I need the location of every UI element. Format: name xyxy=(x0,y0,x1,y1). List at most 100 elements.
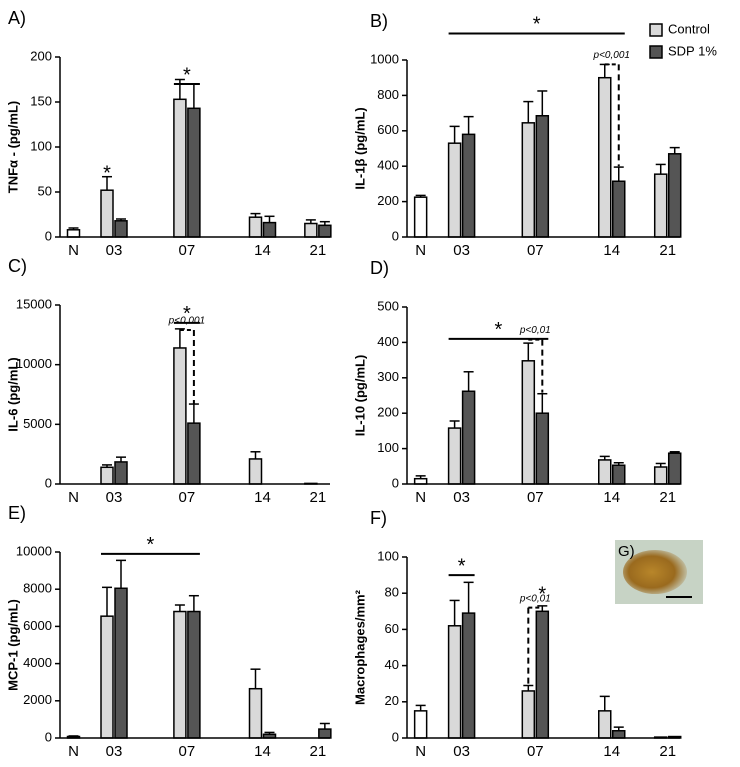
bar xyxy=(187,107,201,238)
error-bar xyxy=(116,218,126,221)
x-tick-label: 07 xyxy=(527,743,544,760)
y-axis-label: TNFα - (pg/mL) xyxy=(5,101,20,193)
significance: * xyxy=(183,303,191,325)
bar xyxy=(521,360,536,485)
x-tick-label: 07 xyxy=(527,489,544,506)
x-tick-label: 21 xyxy=(659,489,676,506)
x-tick-label: 14 xyxy=(603,242,620,259)
x-tick-label: 21 xyxy=(310,489,327,506)
error-bar xyxy=(669,451,680,454)
y-tick-label: 1000 xyxy=(370,51,399,66)
x-tick-label: N xyxy=(415,743,426,760)
x-tick-label: 21 xyxy=(310,242,327,259)
y-tick-label: 0 xyxy=(392,475,399,490)
error-bar xyxy=(319,220,330,226)
x-tick-label: 21 xyxy=(659,743,676,760)
bar xyxy=(535,412,550,485)
y-tick-label: 200 xyxy=(377,193,399,208)
error-bar xyxy=(68,735,79,737)
bar xyxy=(413,710,428,739)
error-bar xyxy=(599,63,610,78)
error-bar xyxy=(102,464,112,468)
y-tick-label: 200 xyxy=(30,48,52,63)
x-tick-label: 07 xyxy=(179,489,196,506)
inset-cell xyxy=(623,550,687,594)
error-bar xyxy=(449,420,460,429)
significance: * xyxy=(458,555,466,577)
p-value: p<0,01 xyxy=(519,325,551,336)
panel: F) Macrophages/mm² 0 20 40 60 80 100 N 03 07 14 21 * *… xyxy=(352,508,703,760)
y-tick-label: 100 xyxy=(30,138,52,153)
y-tick-label: 0 xyxy=(392,228,399,243)
inset-image: G) xyxy=(615,540,703,604)
y-tick-label: 400 xyxy=(377,158,399,173)
error-bar xyxy=(449,599,460,626)
bar xyxy=(461,612,476,739)
panel-label: C) xyxy=(8,256,27,276)
bar xyxy=(173,98,187,238)
y-tick-label: 100 xyxy=(377,440,399,455)
significance: * xyxy=(533,14,541,36)
y-tick-label: 5000 xyxy=(23,416,52,431)
error-bar xyxy=(523,100,534,123)
bar xyxy=(413,477,428,485)
bar xyxy=(248,216,263,238)
y-tick-label: 100 xyxy=(377,548,399,563)
error-bar xyxy=(613,166,624,182)
bar xyxy=(667,153,682,238)
bar xyxy=(598,710,612,739)
legend-label: SDP 1% xyxy=(668,43,717,58)
x-tick-label: 14 xyxy=(603,743,620,760)
y-tick-label: 0 xyxy=(45,729,52,744)
bar xyxy=(598,76,612,238)
bar xyxy=(304,222,318,238)
error-bar xyxy=(250,451,261,459)
bar xyxy=(653,466,668,485)
y-axis-label: MCP-1 (pg/mL) xyxy=(5,599,20,691)
panel-label: B) xyxy=(370,11,388,31)
bar xyxy=(114,461,128,485)
error-bar xyxy=(264,215,275,223)
bar xyxy=(461,390,476,485)
bar xyxy=(598,459,612,485)
legend-label: Control xyxy=(668,21,710,36)
x-tick-label: 03 xyxy=(106,242,123,259)
y-tick-label: 200 xyxy=(377,405,399,420)
bar xyxy=(447,142,462,238)
error-bar xyxy=(188,83,199,109)
bar xyxy=(612,180,626,238)
panel: B) IL-1β (pg/mL) 0 200 400 600 800 1000 N 03 07 14 2… xyxy=(352,11,717,259)
y-tick-label: 150 xyxy=(30,93,52,108)
x-tick-label: 21 xyxy=(659,242,676,259)
error-bar xyxy=(116,456,126,462)
bar xyxy=(100,466,114,485)
legend-swatch xyxy=(649,23,663,37)
bar xyxy=(187,610,201,739)
x-tick-label: N xyxy=(68,242,79,259)
error-bar xyxy=(655,163,666,175)
error-bar xyxy=(305,219,316,224)
error-bar xyxy=(599,695,610,711)
y-tick-label: 80 xyxy=(385,585,399,600)
y-tick-label: 15000 xyxy=(16,296,52,311)
error-bar xyxy=(537,392,548,414)
bar xyxy=(521,690,536,739)
bar xyxy=(535,610,550,739)
bar xyxy=(413,196,428,238)
p-value: p<0,01 xyxy=(519,593,551,604)
x-tick-label: 03 xyxy=(453,489,470,506)
x-tick-label: N xyxy=(68,489,79,506)
bar xyxy=(114,587,128,739)
error-bar xyxy=(463,371,474,392)
y-tick-label: 40 xyxy=(385,657,399,672)
panel-label: A) xyxy=(8,8,26,28)
y-tick-label: 500 xyxy=(377,298,399,313)
panel: D) IL-10 (pg/mL) 0 100 200 300 400 500 N 03 07 14 21… xyxy=(352,258,682,506)
error-bar xyxy=(463,115,474,135)
x-tick-label: 03 xyxy=(106,489,123,506)
bar xyxy=(248,687,263,739)
x-tick-label: N xyxy=(415,242,426,259)
error-bar xyxy=(174,604,185,612)
x-tick-label: 07 xyxy=(527,242,544,259)
bar xyxy=(173,347,187,485)
